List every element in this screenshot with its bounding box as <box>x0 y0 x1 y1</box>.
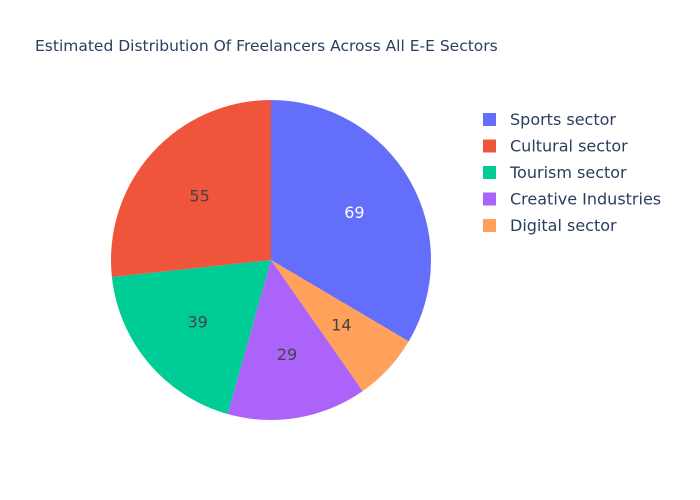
pie-slice-labels: 69 14 29 39 55 <box>187 186 364 364</box>
slice-label-creative-industries: 29 <box>277 345 297 364</box>
legend-swatch-sports-sector[interactable] <box>483 113 496 126</box>
pie-slice-digital-sector <box>271 260 409 392</box>
legend-label-tourism-sector[interactable]: Tourism sector <box>509 163 627 182</box>
legend-swatch-digital-sector[interactable] <box>483 219 496 232</box>
pie-slice-creative-industries <box>227 260 363 421</box>
legend-swatch-tourism-sector[interactable] <box>483 166 496 179</box>
pie-slice-tourism-sector <box>111 260 272 415</box>
legend-swatch-creative-industries[interactable] <box>483 192 496 206</box>
slice-label-digital-sector: 14 <box>331 316 351 335</box>
legend-label-digital-sector[interactable]: Digital sector <box>510 216 617 235</box>
chart-title: Estimated Distribution Of Freelancers Ac… <box>35 37 498 55</box>
legend: Sports sector Cultural sector Tourism sect… <box>483 110 661 235</box>
slice-label-cultural-sector: 55 <box>189 186 209 205</box>
slice-label-tourism-sector: 39 <box>187 312 207 331</box>
slice-label-sports-sector: 69 <box>344 203 364 222</box>
pie-slice-cultural-sector <box>111 100 272 278</box>
legend-label-sports-sector[interactable]: Sports sector <box>510 110 616 129</box>
pie-slice-sports-sector <box>271 100 432 342</box>
legend-label-creative-industries[interactable]: Creative Industries <box>510 190 661 209</box>
legend-label-cultural-sector[interactable]: Cultural sector <box>510 137 628 156</box>
legend-swatch-cultural-sector[interactable] <box>483 139 496 153</box>
pie-slices <box>111 100 432 421</box>
